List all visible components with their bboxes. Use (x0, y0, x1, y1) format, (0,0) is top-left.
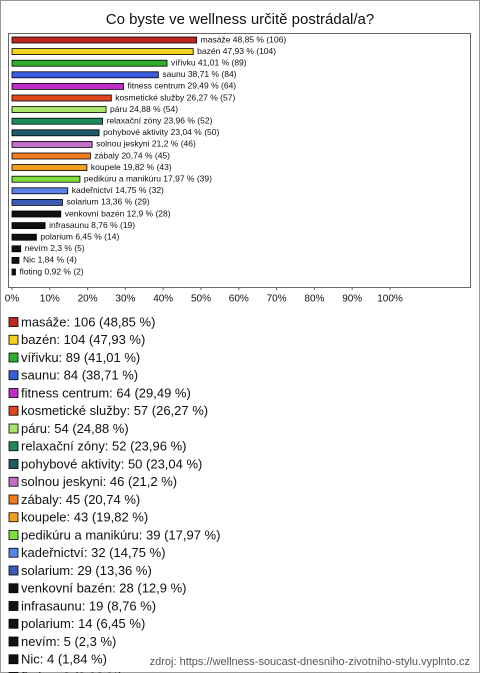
data-label: floting 0,92 % (2) (19, 266, 83, 276)
legend-label: fitness centrum: 64 (29,49 %) (21, 385, 191, 400)
legend-label: solarium: 29 (13,36 %) (21, 563, 152, 578)
bar (11, 129, 100, 137)
legend-label: saunu: 84 (38,71 %) (21, 368, 138, 383)
data-label: vířivku 41,01 % (89) (171, 57, 247, 67)
legend-swatch (8, 317, 19, 327)
x-tick-label: 100% (377, 294, 403, 305)
x-tick-label: 0% (5, 294, 20, 305)
data-label: kadeřnictví 14,75 % (32) (72, 185, 164, 195)
legend-swatch (8, 583, 19, 594)
data-label: masáže 48,85 % (106) (201, 34, 287, 44)
bar (11, 140, 93, 148)
bar (11, 175, 81, 183)
legend-swatch (8, 352, 19, 363)
data-label: bazén 47,93 % (104) (197, 46, 276, 56)
data-label: nevím 2,3 % (5) (25, 243, 85, 253)
bar (11, 164, 88, 172)
bar (11, 233, 37, 241)
x-tick-label: 20% (78, 294, 98, 305)
legend-label: floting: 2 (0,92 %) (21, 669, 123, 673)
data-label: venkovní bazén 12,9 % (28) (65, 208, 171, 218)
legend-swatch (8, 654, 19, 665)
x-tick-label: 60% (229, 294, 249, 305)
data-label: kosmetické služby 26,27 % (57) (115, 92, 235, 102)
bar (11, 198, 63, 206)
legend-swatch (8, 565, 19, 576)
bar (11, 222, 46, 230)
x-tick-label: 90% (342, 294, 362, 305)
chart-title: Co byste ve wellness určitě postrádal/a? (106, 11, 374, 28)
legend-label: polarium: 14 (6,45 %) (21, 616, 145, 631)
legend-swatch (8, 530, 19, 540)
bar (11, 36, 198, 44)
legend-swatch (8, 370, 19, 381)
bar (11, 245, 22, 253)
data-label: páru 24,88 % (54) (110, 104, 178, 114)
legend-swatch (8, 476, 19, 487)
bar (11, 268, 16, 276)
x-tick-label: 40% (153, 294, 173, 305)
legend-label: kosmetické služby: 57 (26,27 %) (21, 403, 208, 418)
legend-swatch (8, 334, 19, 345)
legend-label: pedikúru a manikúru: 39 (17,97 %) (21, 527, 220, 542)
legend-label: vířivku: 89 (41,01 %) (21, 350, 140, 365)
legend-label: Nic: 4 (1,84 %) (21, 652, 107, 667)
bar (11, 152, 91, 160)
x-tick-label: 10% (40, 294, 60, 305)
x-tick-label: 50% (191, 294, 211, 305)
x-tick-label: 80% (304, 294, 324, 305)
legend-label: masáže: 106 (48,85 %) (21, 314, 155, 329)
legend-swatch (8, 547, 19, 558)
bar (11, 59, 168, 67)
bar (11, 83, 124, 90)
data-label: pedikúru a manikúru 17,97 % (39) (84, 173, 212, 183)
legend-swatch (8, 405, 19, 416)
legend-label: koupele: 43 (19,82 %) (21, 510, 148, 525)
source: zdroj: https://wellness-soucast-dnesniho… (150, 656, 470, 668)
legend-swatch (8, 441, 19, 452)
data-label: fitness centrum 29,49 % (64) (127, 81, 236, 91)
legend-label: infrasaunu: 19 (8,76 %) (21, 598, 156, 613)
legend-swatch (8, 459, 19, 469)
data-label: saunu 38,71 % (84) (162, 69, 236, 79)
x-tick-label: 30% (115, 294, 135, 305)
data-label: zábaly 20,74 % (45) (94, 150, 170, 160)
data-label: solnou jeskyni 21,2 % (46) (96, 139, 196, 149)
legend-label: relaxační zóny: 52 (23,96 %) (21, 439, 186, 454)
legend-swatch (8, 618, 19, 629)
legend-swatch (8, 494, 19, 505)
data-label: infrasaunu 8,76 % (19) (49, 220, 135, 230)
legend-swatch (8, 601, 19, 611)
bar (11, 71, 159, 79)
bar (11, 210, 62, 218)
bar (11, 106, 107, 113)
bar (11, 94, 112, 102)
legend-label: páru: 54 (24,88 %) (21, 421, 129, 436)
data-label: Nic 1,84 % (4) (23, 255, 77, 265)
legend-swatch (8, 636, 19, 647)
data-label: solarium 13,36 % (29) (67, 197, 150, 207)
data-label: pohybové aktivity 23,04 % (50) (103, 127, 219, 137)
legend-label: zábaly: 45 (20,74 %) (21, 492, 140, 507)
data-label: koupele 19,82 % (43) (91, 162, 172, 172)
legend-label: pohybové aktivity: 50 (23,04 %) (21, 456, 202, 471)
data-label: polarium 6,45 % (14) (40, 231, 119, 241)
legend-label: kadeřnictví: 32 (14,75 %) (21, 545, 166, 560)
bar (11, 187, 69, 195)
data-label: relaxační zóny 23,96 % (52) (107, 115, 213, 125)
bar (11, 48, 194, 55)
legend-label: nevím: 5 (2,3 %) (21, 634, 116, 649)
x-tick-label: 70% (267, 294, 287, 305)
legend-label: bazén: 104 (47,93 %) (21, 332, 145, 347)
bar (11, 256, 20, 264)
legend-label: venkovní bazén: 28 (12,9 %) (21, 581, 187, 596)
legend-swatch (8, 423, 19, 434)
legend-swatch (8, 512, 19, 523)
legend-swatch (8, 388, 19, 398)
legend-label: solnou jeskyni: 46 (21,2 %) (21, 474, 177, 489)
bar (11, 117, 103, 125)
